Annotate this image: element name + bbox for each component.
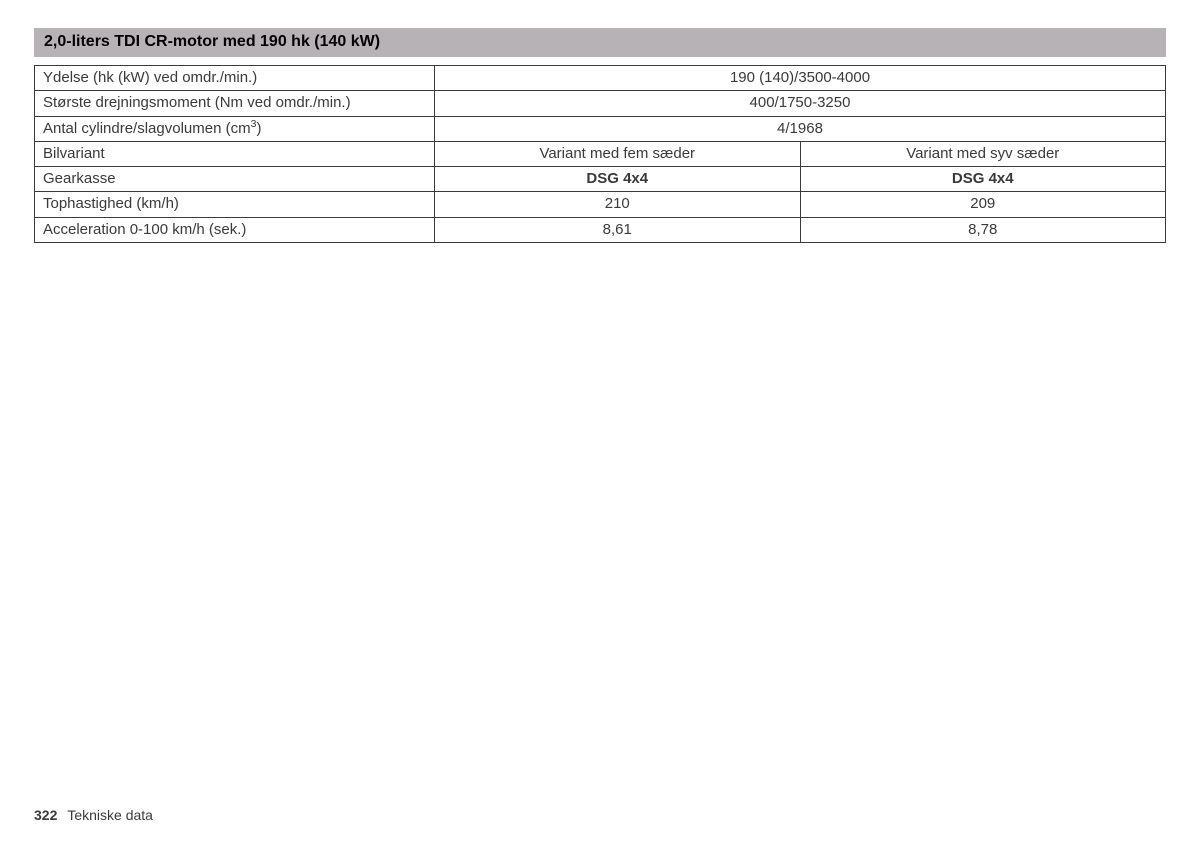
row-label: Gearkasse — [35, 167, 435, 192]
row-value: 190 (140)/3500-4000 — [435, 66, 1166, 91]
row-label: Bilvariant — [35, 141, 435, 166]
section-title: 2,0-liters TDI CR-motor med 190 hk (140 … — [34, 28, 1166, 57]
table-row: Antal cylindre/slagvolumen (cm3) 4/1968 — [35, 116, 1166, 141]
row-label: Tophastighed (km/h) — [35, 192, 435, 217]
row-value: 8,61 — [435, 217, 801, 242]
table-row: Gearkasse DSG 4x4 DSG 4x4 — [35, 167, 1166, 192]
row-label: Antal cylindre/slagvolumen (cm3) — [35, 116, 435, 141]
page-number: 322 — [34, 807, 57, 823]
table-row: Acceleration 0-100 km/h (sek.) 8,61 8,78 — [35, 217, 1166, 242]
row-value: 209 — [800, 192, 1166, 217]
page: 2,0-liters TDI CR-motor med 190 hk (140 … — [0, 0, 1200, 243]
page-footer: 322 Tekniske data — [34, 807, 153, 823]
table-row: Ydelse (hk (kW) ved omdr./min.) 190 (140… — [35, 66, 1166, 91]
row-value: Variant med fem sæder — [435, 141, 801, 166]
row-label: Ydelse (hk (kW) ved omdr./min.) — [35, 66, 435, 91]
row-value: DSG 4x4 — [435, 167, 801, 192]
row-label: Største drejningsmoment (Nm ved omdr./mi… — [35, 91, 435, 116]
row-value: Variant med syv sæder — [800, 141, 1166, 166]
label-text: ) — [256, 120, 261, 137]
footer-section: Tekniske data — [67, 807, 153, 823]
label-text: Antal cylindre/slagvolumen (cm — [43, 120, 251, 137]
table-row: Bilvariant Variant med fem sæder Variant… — [35, 141, 1166, 166]
row-value: 400/1750-3250 — [435, 91, 1166, 116]
row-value: 8,78 — [800, 217, 1166, 242]
row-label: Acceleration 0-100 km/h (sek.) — [35, 217, 435, 242]
table-row: Tophastighed (km/h) 210 209 — [35, 192, 1166, 217]
row-value: 210 — [435, 192, 801, 217]
spec-table: Ydelse (hk (kW) ved omdr./min.) 190 (140… — [34, 65, 1166, 243]
row-value: 4/1968 — [435, 116, 1166, 141]
table-row: Største drejningsmoment (Nm ved omdr./mi… — [35, 91, 1166, 116]
row-value: DSG 4x4 — [800, 167, 1166, 192]
